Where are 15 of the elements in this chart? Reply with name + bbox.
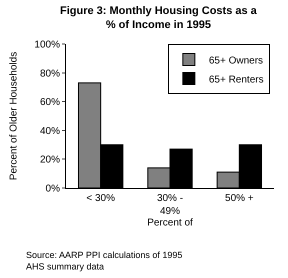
legend-label: 65+ Renters: [208, 74, 264, 86]
y-tick-label: 100%: [34, 40, 60, 50]
y-tick-label: 60%: [40, 97, 60, 108]
x-axis-title: Percent of: [147, 218, 194, 228]
legend-label: 65+ Owners: [208, 55, 264, 66]
y-tick-label: 20%: [40, 154, 60, 166]
y-tick-label: 0%: [46, 184, 60, 194]
y-tick-label: 80%: [40, 68, 60, 80]
y-tick-label: 40%: [40, 126, 60, 137]
source-note: Source: AARP PPI calculations of 1995 AHS summary data: [26, 250, 182, 272]
y-axis-title: Percent of Older Households: [8, 52, 20, 180]
x-tick-label: 30% - 49%: [156, 193, 184, 217]
x-tick-label: 50% +: [225, 193, 254, 204]
x-tick-label: < 30%: [86, 193, 116, 204]
chart-title: Figure 3: Monthly Housing Costs as a % of Income in 1995: [60, 4, 258, 32]
